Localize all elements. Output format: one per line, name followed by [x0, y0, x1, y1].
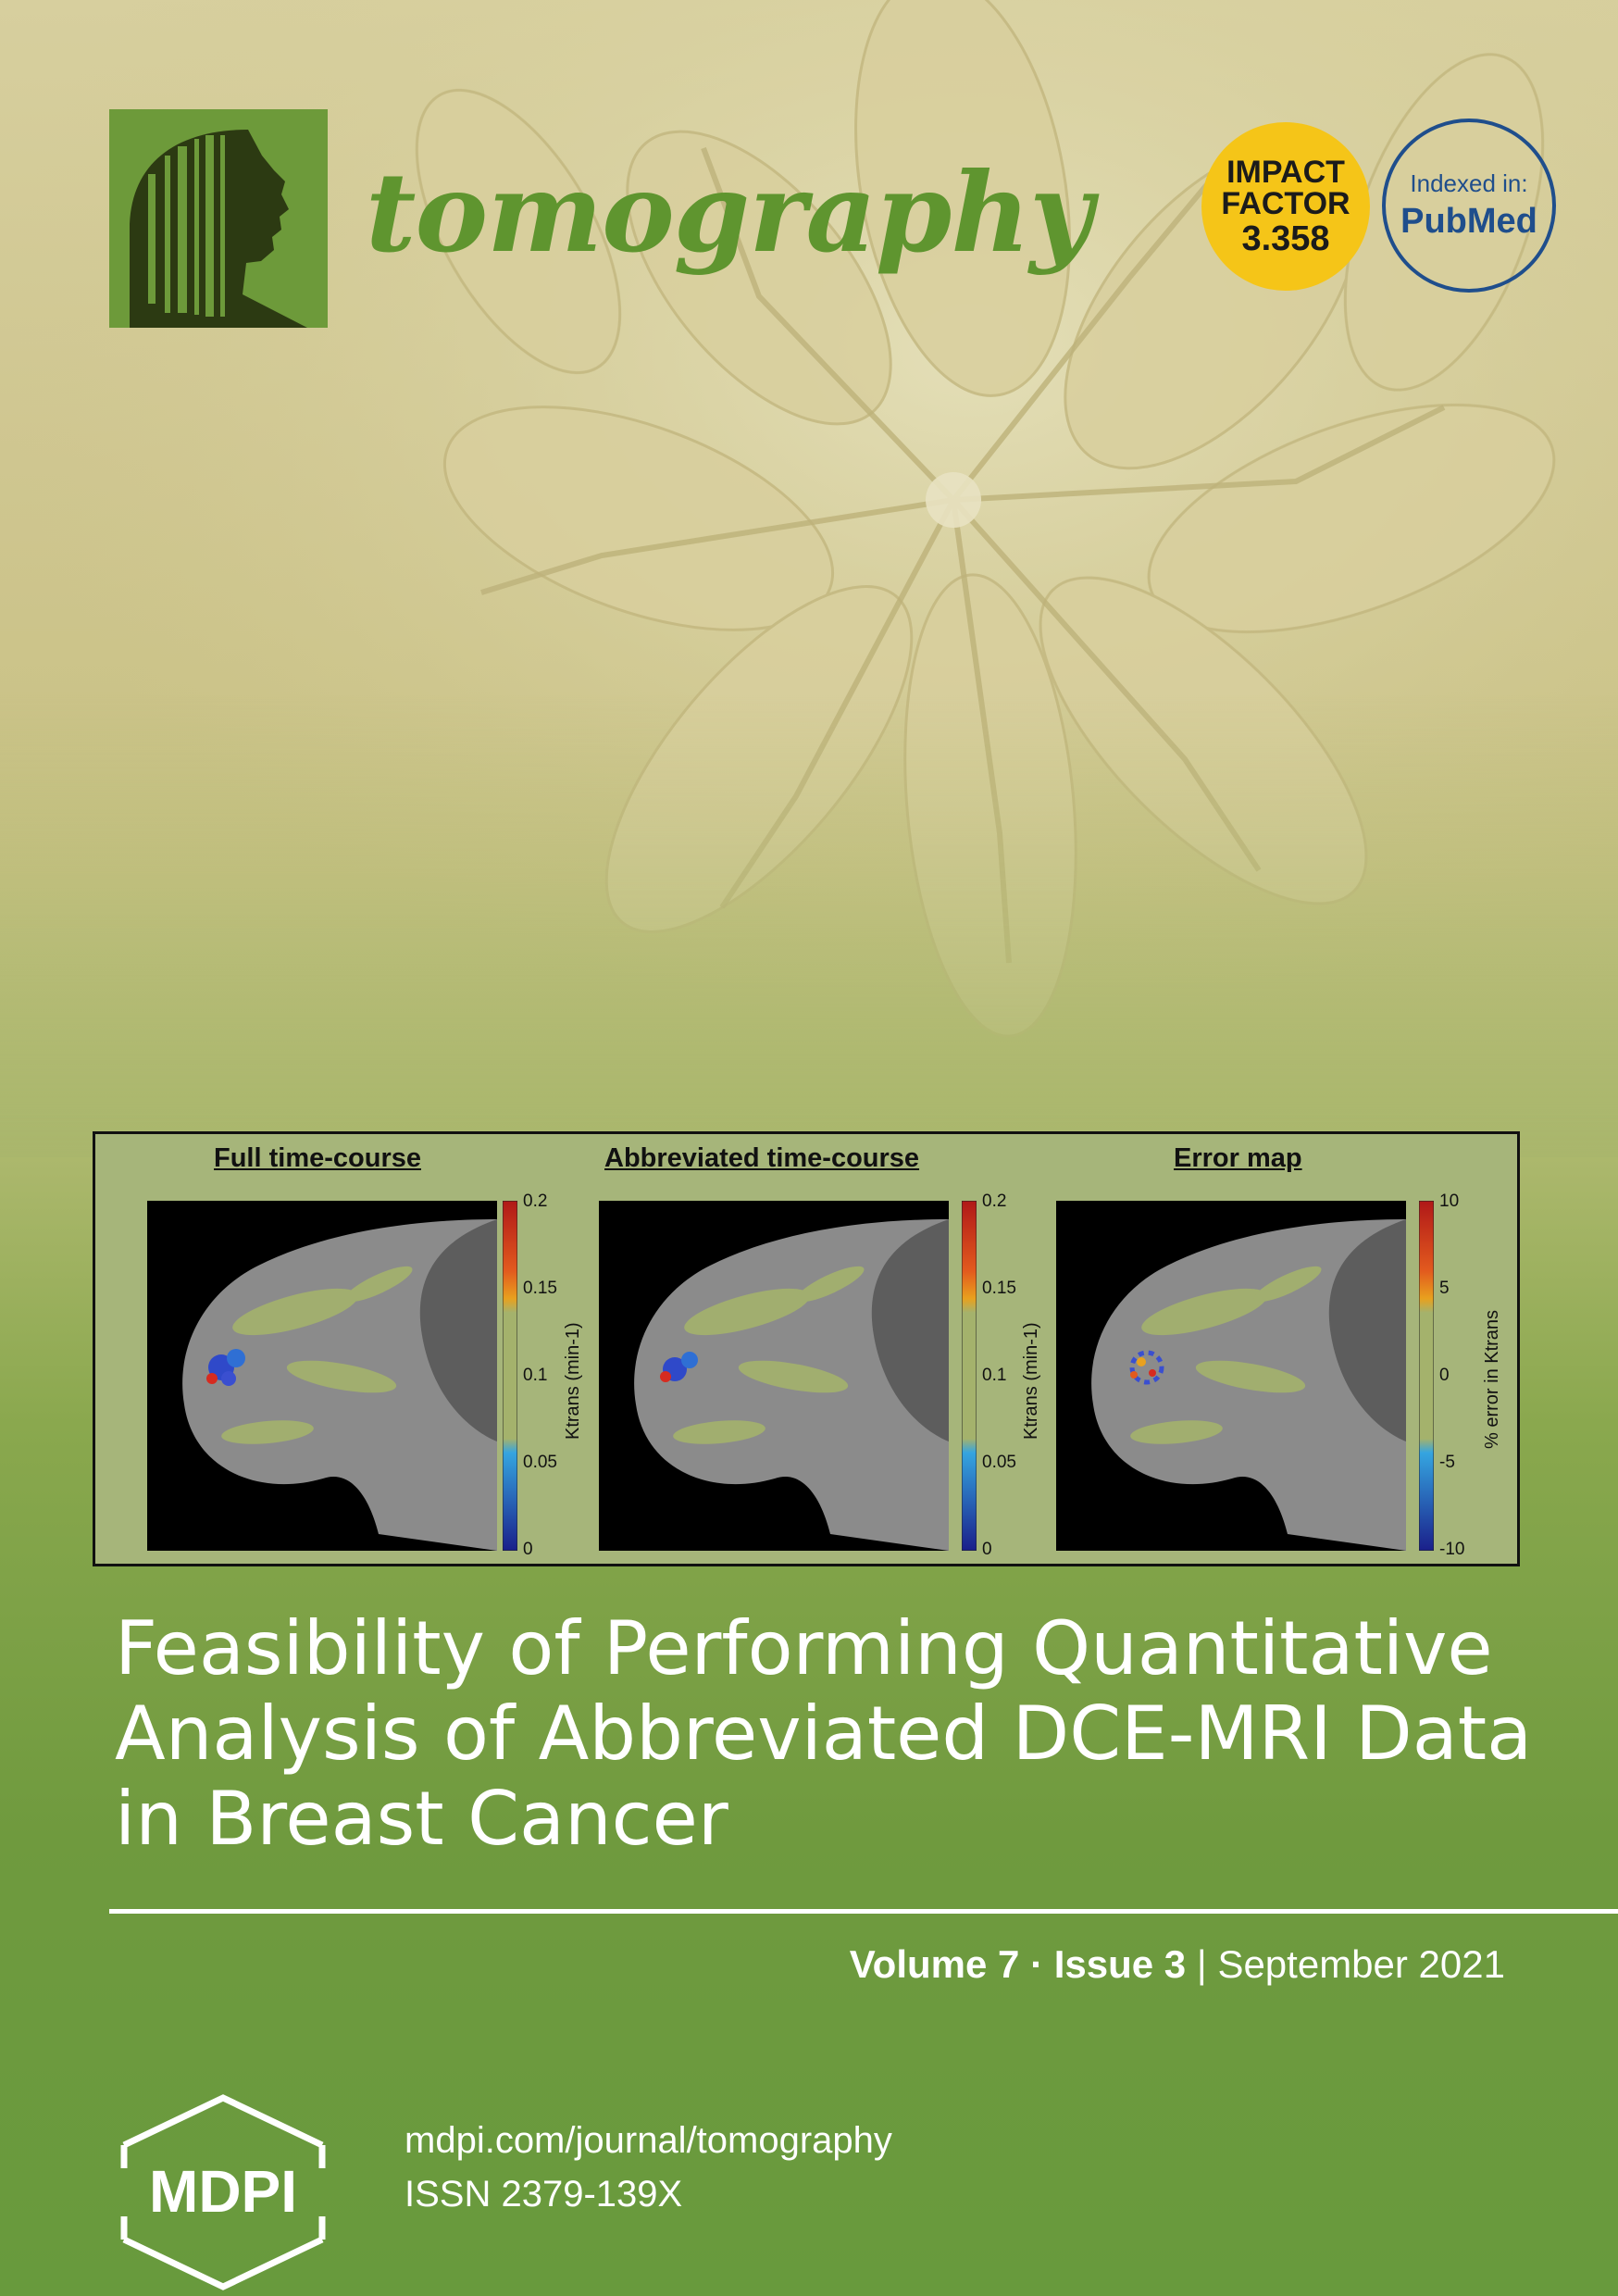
- colorbar-label: Ktrans (min-1): [1021, 1322, 1041, 1440]
- colorbar-tick: 0.1: [523, 1366, 548, 1385]
- pubmed-indexed-label: Indexed in:: [1410, 169, 1528, 197]
- journal-url: mdpi.com/journal/tomography: [404, 2120, 892, 2161]
- article-title-line: in Breast Cancer: [115, 1776, 728, 1862]
- colorbar-error: [1419, 1201, 1434, 1551]
- panel-title-abbreviated: Abbreviated time-course: [604, 1143, 920, 1173]
- impact-factor-label-1: IMPACT: [1226, 155, 1345, 190]
- article-title-line: Analysis of Abbreviated DCE-MRI Data: [115, 1691, 1533, 1777]
- issue-separator: ·: [1030, 1942, 1044, 1986]
- colorbar-tick: -5: [1439, 1453, 1455, 1472]
- mri-image-full: [147, 1201, 497, 1551]
- colorbar-abbreviated: [962, 1201, 977, 1551]
- colorbar-label: % error in Ktrans: [1482, 1309, 1502, 1449]
- cover-figure: Full time-course: [93, 1131, 1520, 1566]
- mdpi-logo: MDPI: [107, 2094, 339, 2290]
- colorbar-tick: 0.15: [982, 1279, 1016, 1298]
- colorbar-tick: 0: [523, 1540, 533, 1559]
- divider-rule: [109, 1909, 1618, 1914]
- breast-mri-icon: [634, 1219, 949, 1551]
- colorbar-tick: 0: [1439, 1366, 1450, 1385]
- impact-factor-value: 3.358: [1241, 219, 1330, 258]
- breast-mri-icon: [182, 1219, 497, 1551]
- panel-title-full: Full time-course: [214, 1143, 421, 1173]
- panel-title-error: Error map: [1174, 1143, 1302, 1173]
- colorbar-tick: 5: [1439, 1279, 1450, 1298]
- colorbar-tick: 0.2: [523, 1192, 548, 1211]
- colorbar-label: Ktrans (min-1): [563, 1322, 583, 1440]
- breast-mri-icon: [1091, 1219, 1406, 1551]
- mri-image-error: [1056, 1201, 1406, 1551]
- colorbar-tick: 0.05: [523, 1453, 557, 1472]
- mri-image-abbreviated: [599, 1201, 949, 1551]
- journal-logo: [109, 109, 328, 328]
- hexagon-icon: MDPI: [120, 2094, 326, 2290]
- journal-name: tomography: [366, 148, 1093, 277]
- issue-date: September 2021: [1217, 1942, 1505, 1986]
- pubmed-badge: Indexed in: PubMed: [1382, 119, 1556, 293]
- colorbar-tick: 0.15: [523, 1279, 557, 1298]
- article-title: Feasibility of Performing Quantitative A…: [115, 1606, 1559, 1862]
- colorbar-tick: 0.1: [982, 1366, 1007, 1385]
- issue-info: Volume 7 · Issue 3 | September 2021: [850, 1942, 1505, 1987]
- colorbar-tick: 0.2: [982, 1192, 1007, 1211]
- volume-label: Volume 7: [849, 1942, 1020, 1986]
- colorbar-full: [503, 1201, 517, 1551]
- issn: ISSN 2379-139X: [404, 2174, 683, 2215]
- impact-factor-badge: IMPACT FACTOR 3.358: [1201, 122, 1370, 291]
- issue-label: Issue 3: [1053, 1942, 1187, 1986]
- colorbar-tick: 10: [1439, 1192, 1460, 1211]
- colorbar-tick: 0: [982, 1540, 992, 1559]
- head-barcode-icon: [130, 130, 307, 328]
- article-title-line: Feasibility of Performing Quantitative: [115, 1605, 1493, 1691]
- pubmed-label: PubMed: [1400, 202, 1537, 241]
- issue-divider: |: [1196, 1942, 1207, 1986]
- mdpi-logo-text: MDPI: [149, 2158, 297, 2225]
- impact-factor-label-2: FACTOR: [1221, 186, 1350, 221]
- colorbar-tick: -10: [1439, 1540, 1465, 1559]
- colorbar-tick: 0.05: [982, 1453, 1016, 1472]
